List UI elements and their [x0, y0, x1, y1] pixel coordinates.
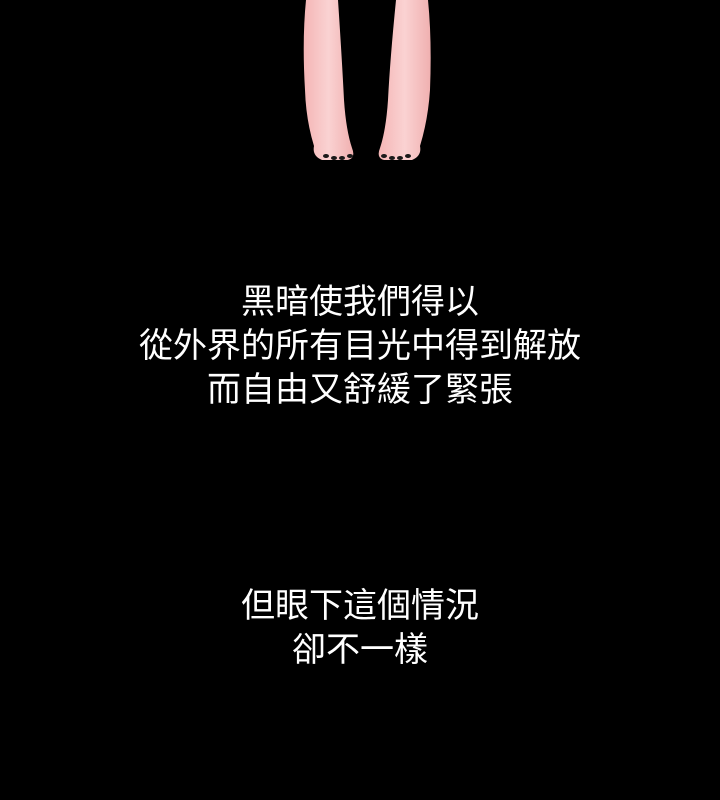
caption-line: 但眼下這個情況 [241, 586, 479, 626]
caption-line: 黑暗使我們得以 [241, 282, 479, 322]
right-leg [378, 0, 431, 160]
left-toes [323, 154, 353, 160]
caption-line: 從外界的所有目光中得到解放 [139, 326, 581, 366]
left-leg [303, 0, 354, 160]
legs-feet-illustration [303, 0, 431, 160]
caption-line: 卻不一樣 [292, 630, 428, 670]
caption-line: 而自由又舒緩了緊張 [207, 370, 513, 410]
right-toes [381, 154, 411, 160]
caption-situation: 但眼下這個情況 卻不一樣 [0, 584, 720, 672]
caption-darkness: 黑暗使我們得以 從外界的所有目光中得到解放 而自由又舒緩了緊張 [0, 280, 720, 412]
